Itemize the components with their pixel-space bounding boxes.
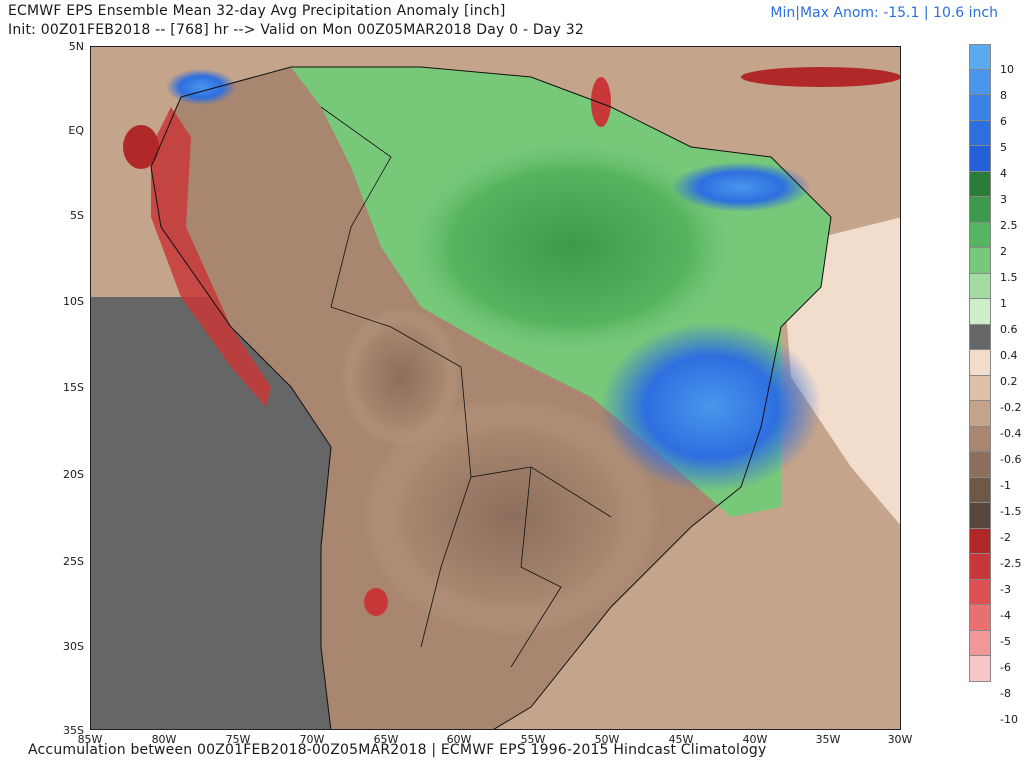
legend-swatch bbox=[969, 426, 991, 452]
legend-label: -6 bbox=[1000, 661, 1011, 674]
legend-label: 10 bbox=[1000, 63, 1014, 76]
lon-label-70w: 70W bbox=[299, 733, 325, 746]
legend-label: 1 bbox=[1000, 297, 1007, 310]
legend-swatch bbox=[969, 477, 991, 503]
map-canvas bbox=[91, 47, 900, 729]
precipitation-anomaly-map bbox=[90, 46, 901, 730]
legend-swatch bbox=[969, 222, 991, 248]
brazil-dry-anomaly bbox=[361, 397, 661, 637]
legend-swatch bbox=[969, 120, 991, 146]
legend-swatch bbox=[969, 656, 991, 682]
legend-label: 6 bbox=[1000, 115, 1007, 128]
lon-label-85w: 85W bbox=[77, 733, 103, 746]
legend-swatch bbox=[969, 554, 991, 580]
lat-label-15s: 15S bbox=[63, 381, 84, 394]
lat-label-eq: EQ bbox=[68, 124, 84, 137]
legend-swatch bbox=[969, 579, 991, 605]
legend-label: -2 bbox=[1000, 531, 1011, 544]
legend-label: -3 bbox=[1000, 583, 1011, 596]
legend-swatch bbox=[969, 197, 991, 223]
lon-label-80w: 80W bbox=[151, 733, 177, 746]
legend-label: -0.6 bbox=[1000, 453, 1022, 466]
lat-label-25s: 25S bbox=[63, 555, 84, 568]
legend-swatch bbox=[969, 69, 991, 95]
lon-label-35w: 35W bbox=[815, 733, 841, 746]
legend-swatch bbox=[969, 299, 991, 325]
legend-swatch bbox=[969, 146, 991, 172]
legend-label: -2.5 bbox=[1000, 557, 1022, 570]
legend-label: 0.4 bbox=[1000, 349, 1018, 362]
lat-label-30s: 30S bbox=[63, 640, 84, 653]
legend-swatch bbox=[969, 248, 991, 274]
argentina-dry-spot bbox=[364, 588, 388, 616]
lon-label-75w: 75W bbox=[225, 733, 251, 746]
legend-swatch bbox=[969, 452, 991, 478]
legend-swatch bbox=[969, 324, 991, 350]
legend-label: 2 bbox=[1000, 245, 1007, 258]
andes-dry-anomaly bbox=[151, 107, 271, 407]
legend-label: 2.5 bbox=[1000, 219, 1018, 232]
legend-swatch bbox=[969, 630, 991, 656]
lon-label-40w: 40W bbox=[742, 733, 768, 746]
legend-swatch bbox=[969, 95, 991, 121]
guyana-dry-spot bbox=[591, 77, 611, 127]
legend-label: 1.5 bbox=[1000, 271, 1018, 284]
lat-label-20s: 20S bbox=[63, 468, 84, 481]
legend-label: -8 bbox=[1000, 687, 1011, 700]
lon-label-30w: 30W bbox=[887, 733, 913, 746]
bolivia-dry-anomaly bbox=[341, 307, 461, 447]
min-max-anomaly: Min|Max Anom: -15.1 | 10.6 inch bbox=[770, 5, 998, 21]
legend-label: 5 bbox=[1000, 141, 1007, 154]
ecuador-dry-anomaly bbox=[123, 125, 159, 169]
legend-swatch bbox=[969, 605, 991, 631]
lon-label-65w: 65W bbox=[373, 733, 399, 746]
lon-label-50w: 50W bbox=[594, 733, 620, 746]
init-valid-line: Init: 00Z01FEB2018 -- [768] hr --> Valid… bbox=[8, 22, 584, 38]
colombia-wet-anomaly bbox=[166, 69, 236, 105]
legend-label: -10 bbox=[1000, 713, 1018, 726]
legend-label: 0.6 bbox=[1000, 323, 1018, 336]
legend-swatch bbox=[969, 171, 991, 197]
legend-label: 3 bbox=[1000, 193, 1007, 206]
legend-label: 4 bbox=[1000, 167, 1007, 180]
legend-swatch bbox=[969, 503, 991, 529]
atlantic-dry-streak bbox=[741, 67, 900, 87]
legend-label: 0.2 bbox=[1000, 375, 1018, 388]
chart-title: ECMWF EPS Ensemble Mean 32-day Avg Preci… bbox=[8, 3, 506, 19]
country-borders bbox=[320, 106, 612, 668]
legend-swatch bbox=[969, 528, 991, 554]
legend-swatch bbox=[969, 273, 991, 299]
legend-swatch bbox=[969, 375, 991, 401]
footer-note: Accumulation between 00Z01FEB2018-00Z05M… bbox=[28, 742, 767, 758]
legend-label: -0.2 bbox=[1000, 401, 1022, 414]
northeast-wet-anomaly bbox=[601, 322, 821, 492]
legend-label: -1.5 bbox=[1000, 505, 1022, 518]
legend-label: -5 bbox=[1000, 635, 1011, 648]
coastline bbox=[150, 66, 832, 729]
lat-label-5s: 5S bbox=[70, 209, 84, 222]
legend-label: -1 bbox=[1000, 479, 1011, 492]
amapa-wet-anomaly bbox=[671, 162, 811, 212]
color-legend bbox=[969, 44, 991, 682]
lat-label-5n: 5N bbox=[68, 40, 84, 53]
lon-label-45w: 45W bbox=[668, 733, 694, 746]
legend-swatch bbox=[969, 44, 991, 70]
lon-label-55w: 55W bbox=[520, 733, 546, 746]
amazon-core bbox=[401, 137, 741, 357]
lat-label-35s: 35S bbox=[63, 724, 84, 737]
legend-label: -4 bbox=[1000, 609, 1011, 622]
legend-swatch bbox=[969, 350, 991, 376]
legend-label: 8 bbox=[1000, 89, 1007, 102]
legend-swatch bbox=[969, 401, 991, 427]
lon-label-60w: 60W bbox=[446, 733, 472, 746]
legend-label: -0.4 bbox=[1000, 427, 1022, 440]
lat-label-10s: 10S bbox=[63, 295, 84, 308]
